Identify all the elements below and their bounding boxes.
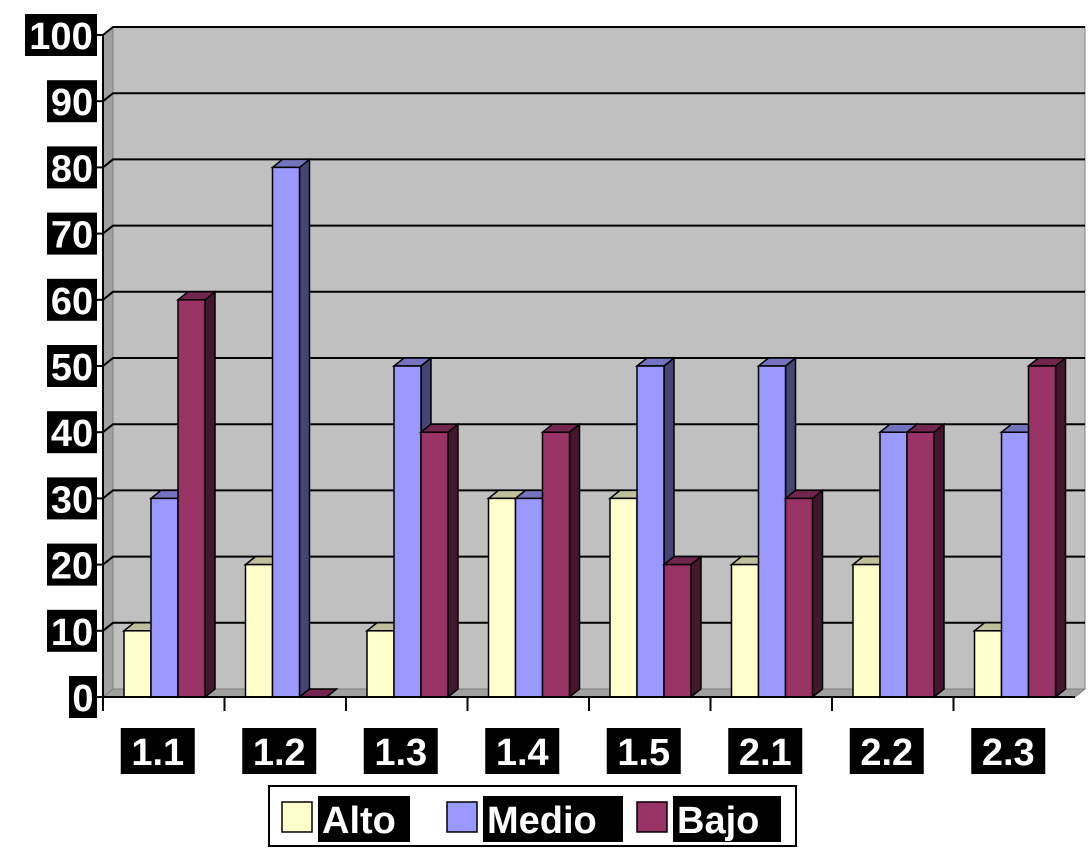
bar-front xyxy=(636,365,665,698)
x-tick-label-bg xyxy=(485,728,560,774)
legend-label: Bajo xyxy=(677,800,759,842)
x-tick-label-bg xyxy=(606,728,681,774)
bar-front xyxy=(177,299,206,698)
legend-swatch xyxy=(281,801,313,833)
bar-side xyxy=(1054,356,1067,699)
x-tick-label: 1.2 xyxy=(253,732,306,774)
x-tick-label: 2.3 xyxy=(982,732,1035,774)
x-tick-label: 1.5 xyxy=(617,732,670,774)
bar-front xyxy=(123,630,152,698)
y-tick-label: 50 xyxy=(51,347,93,389)
bar-side xyxy=(568,422,581,699)
legend-label-bg xyxy=(318,796,410,842)
y-tick-label: 100 xyxy=(29,16,92,58)
bar-side xyxy=(811,488,824,699)
bar-front xyxy=(757,365,787,698)
legend-label-bg xyxy=(673,796,781,842)
bar-front xyxy=(541,431,571,698)
bar xyxy=(540,422,582,699)
bar-front xyxy=(393,365,422,698)
x-tick-label: 2.2 xyxy=(860,732,913,774)
x-tick-label-bg xyxy=(728,728,803,774)
y-tick-label-bg xyxy=(47,411,97,454)
y-tick-label: 0 xyxy=(72,678,93,720)
bar-front xyxy=(879,431,908,698)
legend: Alto Medio Bajo xyxy=(268,785,797,847)
bar-front xyxy=(150,497,179,698)
y-tick-label: 10 xyxy=(51,612,93,654)
x-tick-label-bg xyxy=(242,728,317,774)
bar-front xyxy=(609,497,638,698)
bars xyxy=(121,157,1068,699)
bar xyxy=(175,290,218,699)
bar xyxy=(661,555,704,699)
legend-label-bg xyxy=(483,796,623,842)
y-tick-label-bg xyxy=(47,146,97,189)
y-tick-label-bg xyxy=(47,477,97,520)
bar-side xyxy=(690,555,702,699)
legend-swatch xyxy=(636,801,668,833)
bar xyxy=(270,157,312,699)
y-tick-label: 20 xyxy=(51,546,93,588)
x-tick-label-bg xyxy=(849,728,924,774)
y-tick-label-bg xyxy=(69,676,97,718)
y-tick-label-bg xyxy=(47,345,97,387)
bar-front xyxy=(663,563,692,698)
x-tick-label: 1.1 xyxy=(131,732,184,774)
x-tick-label-bg xyxy=(363,728,438,774)
gridline xyxy=(102,92,1085,102)
x-axis-tick-labels: 1.1 1.2 1.3 1.4 1.5 2.1 2.2 2.3 xyxy=(120,728,1046,774)
y-tick-label-bg xyxy=(47,80,97,123)
gridline xyxy=(102,158,1085,169)
y-tick-label-bg xyxy=(47,609,97,652)
legend-swatch xyxy=(446,801,478,833)
bar-front xyxy=(784,497,814,698)
bar xyxy=(783,488,825,699)
y-tick-label: 70 xyxy=(51,215,93,257)
bar-front xyxy=(852,563,881,698)
x-tick-label-bg xyxy=(120,728,195,774)
bar xyxy=(904,422,947,699)
bar-front xyxy=(1000,431,1030,698)
y-tick-label-bg xyxy=(47,543,97,586)
x-tick-label: 1.3 xyxy=(374,732,427,774)
bar xyxy=(418,422,461,699)
bar xyxy=(1026,356,1068,699)
x-tick-label-bg xyxy=(971,728,1046,774)
y-tick-label: 90 xyxy=(51,82,93,124)
y-tick-label-bg xyxy=(47,278,97,321)
y-axis-tick-labels: 0 10 20 30 40 50 60 70 80 90 100 xyxy=(25,14,97,720)
gridline xyxy=(102,290,1085,301)
y-tick-label: 80 xyxy=(51,148,93,190)
y-tick-label-bg xyxy=(47,212,97,255)
legend-label: Alto xyxy=(322,800,396,842)
bar-side xyxy=(204,290,216,699)
y-tick-label-bg xyxy=(25,14,97,56)
bar-front xyxy=(271,166,301,698)
bar-front xyxy=(514,497,544,698)
gridline xyxy=(102,26,1085,36)
y-tick-label: 30 xyxy=(51,479,93,521)
bar-front xyxy=(730,563,760,698)
bar-front xyxy=(420,431,449,698)
bar-front xyxy=(244,563,274,698)
bar-front xyxy=(366,630,395,698)
bar-front xyxy=(1027,365,1057,698)
bar-side xyxy=(298,157,311,699)
gridline xyxy=(102,224,1085,235)
x-tick-label: 2.1 xyxy=(739,732,792,774)
x-tick-label: 1.4 xyxy=(496,732,549,774)
y-tick-label: 40 xyxy=(51,413,93,455)
gridline xyxy=(102,357,1085,367)
legend-label: Medio xyxy=(487,800,597,842)
bar-front xyxy=(906,431,935,698)
bar-front xyxy=(973,630,1003,698)
y-tick-label: 60 xyxy=(51,281,93,323)
bar-side xyxy=(447,422,459,699)
bar-side xyxy=(933,422,945,699)
bar-front xyxy=(487,497,517,698)
